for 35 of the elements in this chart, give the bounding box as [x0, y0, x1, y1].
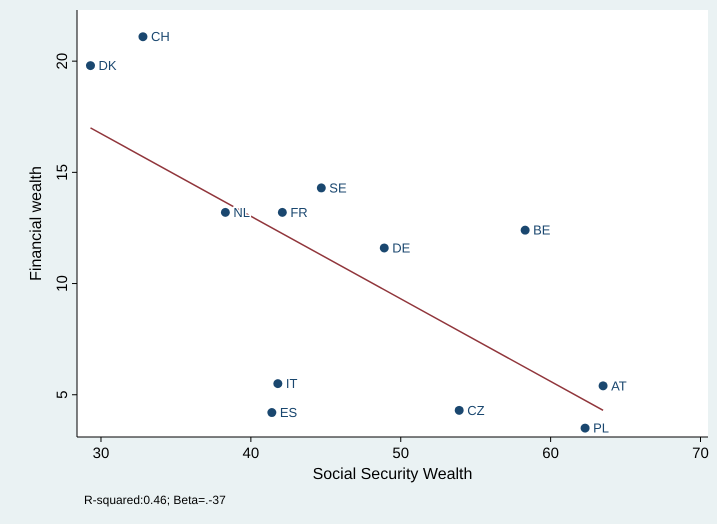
point	[520, 226, 530, 235]
y-tick-label: 10	[54, 275, 71, 292]
data-label: DK	[98, 58, 117, 74]
data-label: PL	[593, 420, 610, 436]
y-axis-title: Financial wealth	[28, 166, 45, 281]
data-label: ES	[280, 405, 298, 420]
y-tick-label: 20	[54, 52, 71, 70]
point	[86, 61, 95, 70]
data-label: CZ	[467, 402, 485, 418]
point	[138, 32, 148, 42]
point	[598, 381, 608, 390]
x-tick-label: 30	[92, 445, 110, 462]
x-tick-label: 70	[692, 445, 709, 462]
point	[267, 408, 276, 418]
point	[278, 208, 287, 217]
x-tick-label: 40	[242, 445, 260, 462]
data-label: IT	[286, 376, 298, 392]
data-label: SE	[329, 180, 347, 196]
point	[273, 379, 282, 388]
data-label: AT	[611, 378, 627, 394]
data-label: DE	[392, 240, 411, 256]
x-axis-title: Social Security Wealth	[312, 466, 472, 483]
point	[220, 208, 230, 217]
text: R-squared:0.46; Beta=.-37	[84, 493, 226, 507]
point	[380, 243, 389, 252]
point	[316, 183, 326, 192]
point	[454, 406, 464, 415]
point	[580, 424, 590, 433]
data-label: CH	[150, 29, 170, 44]
y-tick-label: 5	[54, 390, 71, 399]
data-label: BE	[533, 222, 551, 238]
y-tick-label: 15	[54, 164, 71, 181]
data-label: FR	[290, 204, 308, 220]
x-tick-label: 60	[542, 445, 559, 462]
x-tick-label: 50	[392, 445, 410, 462]
